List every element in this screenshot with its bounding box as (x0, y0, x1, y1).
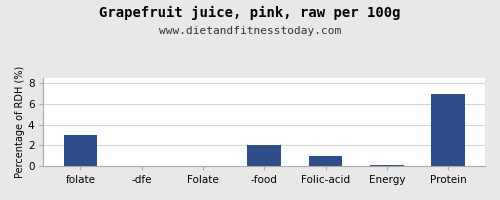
Bar (248, 145, 281, 166)
Bar (431, 94, 465, 166)
Text: www.dietandfitnesstoday.com: www.dietandfitnesstoday.com (159, 26, 341, 36)
Text: Grapefruit juice, pink, raw per 100g: Grapefruit juice, pink, raw per 100g (99, 6, 401, 20)
Bar (370, 165, 404, 166)
Bar (308, 156, 342, 166)
Y-axis label: Percentage of RDH (%): Percentage of RDH (%) (15, 66, 25, 178)
Bar (64, 135, 97, 166)
